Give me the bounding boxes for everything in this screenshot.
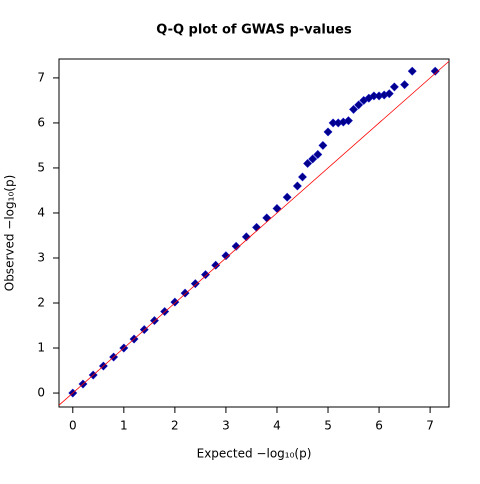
x-tick-label: 3 <box>222 419 230 433</box>
point <box>430 66 440 76</box>
point <box>292 181 302 191</box>
x-tick-label: 6 <box>375 419 383 433</box>
point <box>221 251 231 261</box>
point <box>318 141 328 150</box>
point <box>384 89 394 99</box>
point <box>252 222 261 232</box>
x-tick-label: 0 <box>69 419 77 433</box>
point <box>323 127 333 137</box>
point <box>298 172 307 182</box>
point <box>180 288 190 298</box>
y-tick-label: 7 <box>37 70 45 84</box>
point <box>313 150 323 159</box>
x-tick-label: 4 <box>273 419 281 433</box>
chart-title: Q-Q plot of GWAS p-values <box>156 23 352 38</box>
y-tick-label: 3 <box>37 250 45 264</box>
y-tick-label: 6 <box>37 115 45 129</box>
point <box>211 260 221 270</box>
point <box>201 270 210 280</box>
y-tick-label: 1 <box>37 341 45 355</box>
point <box>407 66 417 76</box>
y-tick-label: 0 <box>37 386 45 400</box>
y-tick-label: 5 <box>37 160 45 174</box>
point <box>344 116 353 126</box>
x-axis-label: Expected −log₁₀(p) <box>197 447 312 461</box>
point <box>241 232 251 242</box>
x-tick-label: 7 <box>426 419 434 433</box>
point <box>400 80 410 90</box>
point <box>349 104 358 114</box>
y-tick-label: 4 <box>37 205 45 219</box>
point <box>308 154 318 164</box>
point <box>190 279 200 289</box>
reference-line <box>59 60 449 406</box>
point <box>303 159 313 168</box>
x-tick-label: 1 <box>120 419 128 433</box>
point <box>170 297 180 307</box>
y-tick-label: 2 <box>37 296 45 310</box>
point <box>282 192 292 202</box>
x-tick-label: 5 <box>324 419 332 433</box>
point <box>262 213 272 223</box>
x-tick-label: 2 <box>171 419 179 433</box>
point <box>389 82 399 92</box>
plot-frame <box>58 58 450 408</box>
point <box>231 241 241 251</box>
y-axis-label: Observed −log₁₀(p) <box>3 175 17 292</box>
point <box>272 204 282 213</box>
point <box>354 100 364 110</box>
